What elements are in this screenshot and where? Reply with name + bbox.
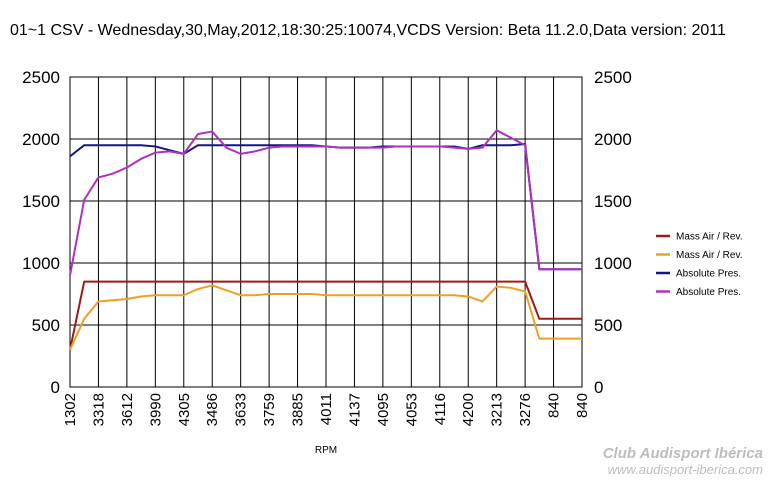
- legend-label: Mass Air / Rev.: [676, 232, 743, 243]
- x-tick-label: 3885: [290, 393, 307, 426]
- y-tick-left: 2000: [22, 130, 60, 149]
- x-tick-label: 3486: [204, 393, 221, 426]
- legend-label: Absolute Pres.: [676, 287, 741, 298]
- x-tick-label: 3213: [489, 393, 506, 426]
- y-tick-right: 1000: [594, 254, 632, 273]
- plot-frame: [69, 76, 583, 388]
- y-tick-left: 2500: [22, 68, 60, 87]
- legend: Mass Air / Rev. Mass Air / Rev. Absolute P…: [656, 232, 743, 298]
- x-tick-label: 3612: [119, 393, 136, 426]
- x-tick-label: 4053: [403, 393, 420, 426]
- series-line-1: [69, 280, 582, 351]
- y-tick-right: 0: [594, 378, 603, 397]
- series-lines: [69, 129, 582, 351]
- y-tick-right: 1500: [594, 192, 632, 211]
- series-line-2: [69, 284, 582, 351]
- x-tick-label: 840: [574, 393, 591, 418]
- plot-border: [69, 76, 583, 388]
- watermark-url: www.audisport-iberica.com: [607, 462, 763, 477]
- x-axis-ticks: 1302 3318 3612 3990 4305 3486 3633 3759 3885 4011…: [62, 393, 591, 426]
- watermark: Club Audisport Ibérica www.audisport-ibe…: [603, 445, 763, 477]
- y-tick-left: 500: [32, 316, 60, 335]
- x-tick-label: 1302: [62, 393, 79, 426]
- x-tick-label: 3633: [233, 393, 250, 426]
- y-tick-left: 1500: [22, 192, 60, 211]
- y-tick-right: 2000: [594, 130, 632, 149]
- legend-label: Mass Air / Rev.: [676, 250, 743, 261]
- x-tick-label: 4200: [460, 393, 477, 426]
- y-tick-left: 0: [51, 378, 60, 397]
- x-tick-label: 3990: [147, 393, 164, 426]
- x-tick-label: 3276: [517, 393, 534, 426]
- x-tick-label: 3318: [90, 393, 107, 426]
- y-tick-right: 500: [594, 316, 622, 335]
- y-tick-left: 1000: [22, 254, 60, 273]
- x-tick-label: 840: [546, 393, 563, 418]
- y-tick-right: 2500: [594, 68, 632, 87]
- series-line-4: [69, 129, 582, 276]
- x-tick-label: 4305: [176, 393, 193, 426]
- y-axis-right-ticks: 0 500 1000 1500 2000 2500: [594, 68, 632, 397]
- x-tick-label: 3759: [261, 393, 278, 426]
- watermark-name: Club Audisport Ibérica: [602, 445, 763, 462]
- x-tick-label: 4095: [375, 393, 392, 426]
- x-tick-label: 4137: [346, 393, 363, 426]
- x-tick-label: 4116: [432, 393, 449, 425]
- legend-label: Absolute Pres.: [676, 269, 741, 280]
- x-axis-label: RPM: [315, 445, 337, 456]
- grid: [69, 76, 583, 388]
- y-axis-left-ticks: 0 500 1000 1500 2000 2500: [22, 68, 60, 397]
- chart-title: 01~1 CSV - Wednesday,30,May,2012,18:30:2…: [10, 22, 726, 39]
- x-tick-label: 4011: [318, 393, 335, 425]
